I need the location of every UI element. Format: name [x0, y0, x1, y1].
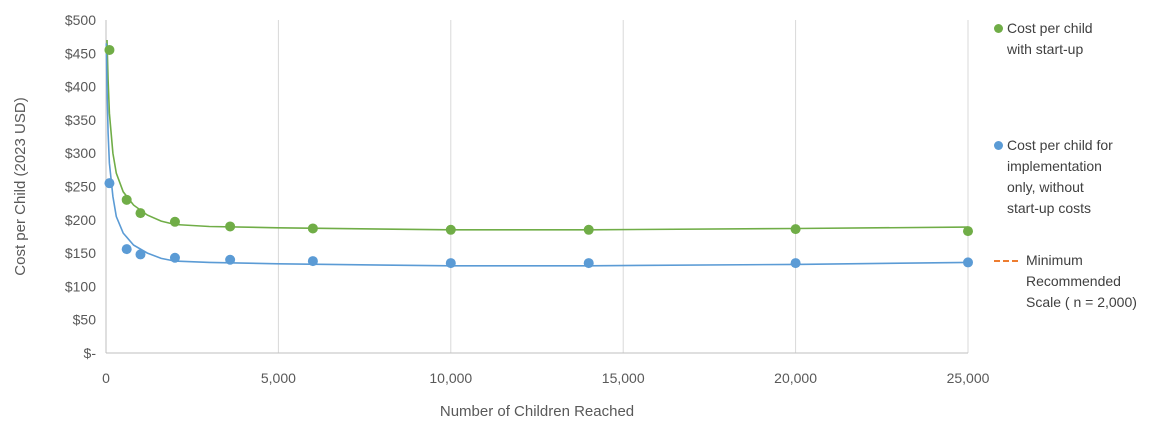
y-tick-label: $500: [65, 12, 96, 28]
y-tick-label: $400: [65, 79, 96, 95]
x-tick-label: 0: [102, 370, 110, 386]
legend-item-minimum-scale: Minimum Recommended Scale ( n = 2,000): [994, 250, 1150, 313]
x-tick-label: 10,000: [429, 370, 472, 386]
data-point-series-1: [121, 244, 132, 255]
legend-item-implementation: Cost per child for implementation only, …: [994, 135, 1150, 219]
data-point-series-0: [169, 216, 180, 227]
x-tick-label: 15,000: [602, 370, 645, 386]
data-point-series-0: [963, 226, 973, 237]
grid-layer: [277, 20, 969, 353]
x-axis-title: Number of Children Reached: [440, 403, 634, 420]
legend-line-minimum-scale: [994, 260, 1018, 262]
y-tick-label: $150: [65, 245, 96, 261]
trendline-series-0: [106, 39, 969, 231]
tick-label-layer: $- $50 $100 $150 $200 $250 $300 $350 $400 $450 $50…: [65, 12, 990, 386]
y-axis-title: Cost per Child (2023 USD): [12, 97, 29, 275]
data-point-series-1: [169, 252, 180, 263]
y-tick-label: $350: [65, 112, 96, 128]
data-point-series-1: [307, 256, 318, 267]
legend-marker-implementation: [994, 141, 1003, 150]
y-tick-label: $250: [65, 179, 96, 195]
x-tick-label: 5,000: [261, 370, 296, 386]
y-tick-label: $450: [65, 45, 96, 61]
legend-label-implementation: Cost per child for implementation only, …: [1007, 137, 1113, 216]
y-tick-label: $200: [65, 212, 96, 228]
data-point-series-0: [307, 223, 318, 234]
y-tick-label: $50: [73, 312, 97, 328]
legend-marker-start-up: [994, 24, 1003, 33]
data-point-series-1: [583, 258, 594, 269]
trendline-series-1: [105, 43, 969, 267]
data-point-series-0: [104, 44, 115, 55]
data-point-series-0: [135, 208, 146, 219]
trendline-layer: [105, 39, 969, 267]
data-point-series-0: [790, 224, 801, 235]
data-point-series-1: [135, 249, 146, 260]
x-tick-label: 25,000: [947, 370, 990, 386]
y-tick-label: $300: [65, 145, 96, 161]
data-point-series-0: [583, 224, 594, 235]
x-tick-label: 20,000: [774, 370, 817, 386]
legend-label-start-up: Cost per child with start-up: [1007, 20, 1093, 57]
data-point-series-1: [790, 258, 801, 269]
y-tick-label: $100: [65, 278, 96, 294]
data-point-series-0: [445, 224, 456, 235]
data-point-series-1: [104, 178, 115, 189]
data-point-series-1: [225, 254, 236, 265]
legend-label-minimum-scale: Minimum Recommended Scale ( n = 2,000): [1026, 252, 1137, 310]
data-point-series-0: [121, 194, 132, 205]
data-point-series-1: [445, 258, 456, 269]
data-point-series-0: [225, 221, 236, 232]
y-tick-label: $-: [84, 345, 97, 361]
axis-layer: [105, 20, 968, 354]
point-layer: [104, 44, 973, 269]
legend-item-start-up: Cost per child with start-up: [994, 18, 1150, 60]
data-point-series-1: [963, 257, 973, 268]
